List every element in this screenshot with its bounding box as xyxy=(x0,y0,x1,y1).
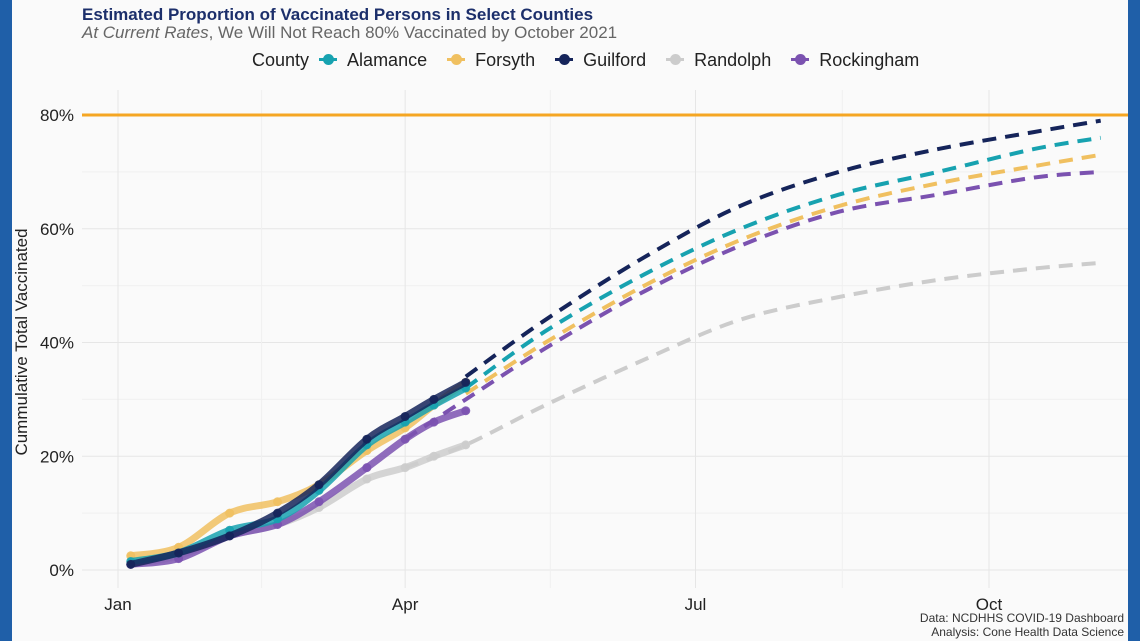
legend-key-forsyth xyxy=(447,51,466,69)
rockingham-projection-line xyxy=(404,169,1101,441)
legend-item-rockingham: Rockingham xyxy=(791,50,919,71)
legend-key-alamance xyxy=(319,51,338,69)
legend-label-alamance: Alamance xyxy=(347,49,428,70)
randolph-data-point xyxy=(429,451,439,461)
legend-key-randolph xyxy=(666,51,685,69)
y-tick-label: 80% xyxy=(40,106,74,125)
forsyth-projection-line xyxy=(464,152,1102,396)
y-tick-label: 20% xyxy=(40,447,74,466)
randolph-projection-line xyxy=(404,260,1101,470)
rockingham-data-point xyxy=(314,497,324,507)
randolph-data-point xyxy=(461,440,471,450)
rockingham-data-point xyxy=(400,434,410,444)
guilford-data-point xyxy=(314,480,324,490)
alamance-projection-line xyxy=(464,135,1102,390)
legend-label-forsyth: Forsyth xyxy=(475,49,536,70)
guilford-data-point xyxy=(461,377,471,387)
chart-caption: Data: NCDHHS COVID-19 Dashboard Analysis… xyxy=(920,611,1124,639)
legend-items: Alamance Forsyth Guilford Randolph Rockingha… xyxy=(319,50,939,71)
legend-label-randolph: Randolph xyxy=(694,49,772,70)
rockingham-data-point xyxy=(461,406,471,416)
legend-title: County xyxy=(252,49,310,70)
guilford-data-point xyxy=(225,531,235,541)
legend-item-randolph: Randolph xyxy=(666,50,771,71)
forsyth-data-point xyxy=(273,497,283,507)
subtitle-emphasis: At Current Rates xyxy=(82,23,209,42)
series-guilford xyxy=(126,118,1102,569)
guilford-data-point xyxy=(400,411,410,421)
y-axis-label: Cummulative Total Vaccinated xyxy=(12,228,31,455)
y-tick-label: 60% xyxy=(40,220,74,239)
guilford-observed-line xyxy=(127,378,470,568)
subtitle-rest: , We Will Not Reach 80% Vaccinated by Oc… xyxy=(208,23,618,42)
guilford-data-point xyxy=(362,434,372,444)
guilford-projection-line xyxy=(464,118,1102,379)
series-forsyth xyxy=(126,152,1102,561)
chart-legend: County Alamance Forsyth Guilford Randolph Ro… xyxy=(252,48,939,72)
x-tick-label: Oct xyxy=(976,595,1003,614)
randolph-data-point xyxy=(400,463,410,473)
x-tick-label: Jan xyxy=(104,595,131,614)
legend-key-rockingham xyxy=(791,51,810,69)
forsyth-data-point xyxy=(225,508,235,518)
x-tick-label: Apr xyxy=(392,595,419,614)
chart-title: Estimated Proportion of Vaccinated Perso… xyxy=(82,5,594,24)
legend-key-guilford xyxy=(555,51,574,69)
legend-label-guilford: Guilford xyxy=(583,49,647,70)
legend-item-forsyth: Forsyth xyxy=(447,50,535,71)
randolph-data-point xyxy=(362,474,372,484)
legend-item-alamance: Alamance xyxy=(319,50,427,71)
y-tick-label: 40% xyxy=(40,334,74,353)
legend-label-rockingham: Rockingham xyxy=(819,49,920,70)
legend-item-guilford: Guilford xyxy=(555,50,646,71)
guilford-data-point xyxy=(273,508,283,518)
guilford-data-point xyxy=(174,548,184,558)
chart-subtitle: At Current Rates, We Will Not Reach 80% … xyxy=(82,23,617,43)
y-tick-label: 0% xyxy=(49,561,74,580)
caption-source: Data: NCDHHS COVID-19 Dashboard xyxy=(919,611,1124,625)
caption-analysis: Analysis: Cone Health Data Science xyxy=(931,625,1124,639)
x-tick-label: Jul xyxy=(685,595,707,614)
rockingham-data-point xyxy=(362,463,372,473)
guilford-data-point xyxy=(429,394,439,404)
rockingham-data-point xyxy=(429,417,439,427)
guilford-data-point xyxy=(126,559,136,569)
rockingham-observed-line xyxy=(127,407,470,568)
series-rockingham xyxy=(126,169,1101,569)
